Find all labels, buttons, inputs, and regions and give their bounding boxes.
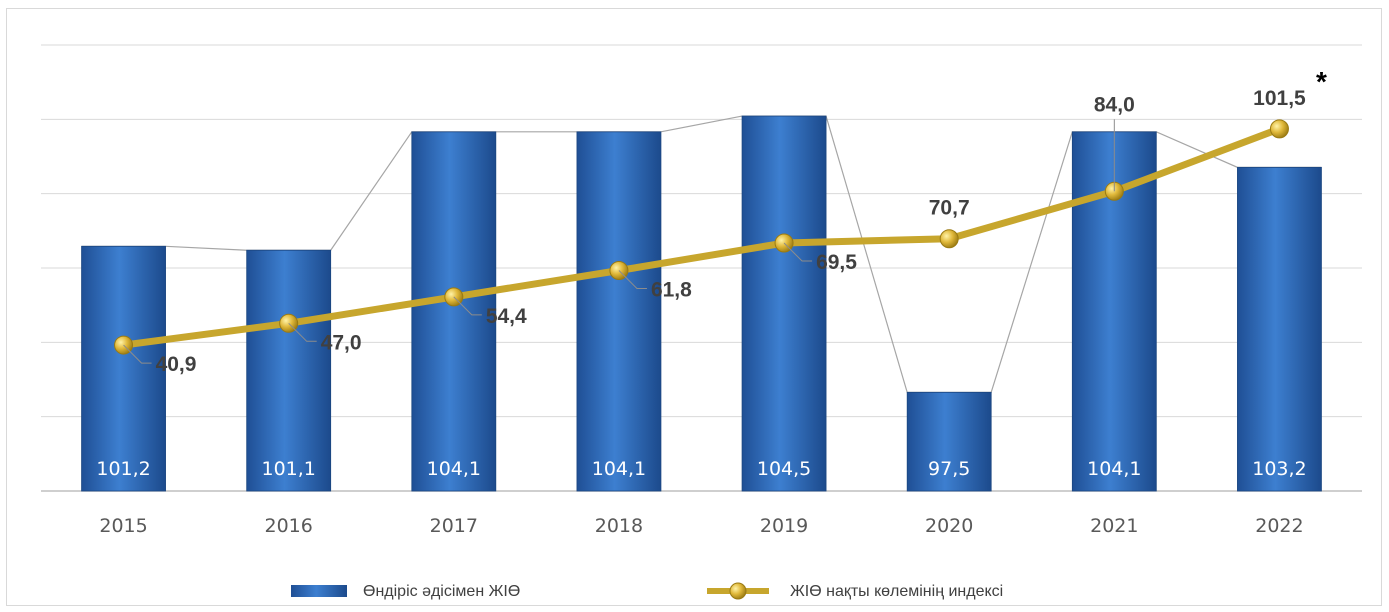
chart-frame: 101,2 101,1 104,1 104,1 104,5 97,5 104,1 103,2 … [6,8,1382,606]
legend-label-line: ЖІӨ нақты көлемінің индексі [790,583,1003,600]
index-line [123,125,1281,349]
x-tick-2017: 2017 [430,515,478,537]
gridlines [41,44,1362,492]
leader-line-2018 [618,270,647,289]
bar-label-2022: 103,2 [1252,458,1306,480]
legend-item-bars: Өндіріс әдісімен ЖІӨ [291,583,520,600]
line-marker-2022 [1269,119,1289,139]
line-label-2020: 70,7 [929,197,970,220]
line-marker-2020 [939,229,959,249]
bar-label-2020: 97,5 [928,458,970,480]
bar-2017 [411,131,497,492]
bar-2016 [246,249,332,492]
legend: Өндіріс әдісімен ЖІӨ ЖІӨ нақты көлемінің… [291,582,1003,600]
x-tick-2016: 2016 [265,515,313,537]
legend-label-bars: Өндіріс әдісімен ЖІӨ [363,583,520,600]
line-label-2021: 84,0 [1094,93,1135,116]
bar-2019 [741,115,827,492]
gdp-chart: 101,2 101,1 104,1 104,1 104,5 97,5 104,1 103,2 … [41,44,1362,600]
bar-label-2017: 104,1 [427,458,481,480]
bar-2022 [1237,166,1322,492]
line-series [114,119,1289,355]
bar-label-2019: 104,5 [757,458,811,480]
leader-line-2015 [123,344,152,364]
line-data-labels: 40,9 47,0 54,4 61,8 69,5 70,7 84,0 101,5 * [123,66,1327,376]
legend-item-line: ЖІӨ нақты көлемінің индексі [707,582,1003,600]
bar-label-2021: 104,1 [1087,458,1141,480]
bar-2020 [906,391,992,492]
x-tick-2018: 2018 [595,515,643,537]
line-label-2015: 40,9 [156,353,197,376]
legend-swatch-bars [291,585,347,597]
x-axis-tick-labels: 2015 2016 2017 2018 2019 2020 2021 2022 [99,515,1303,537]
annotation-asterisk: * [1316,66,1327,97]
x-tick-2019: 2019 [760,515,808,537]
x-tick-2015: 2015 [99,515,147,537]
bar-2018 [576,131,662,492]
line-label-2016: 47,0 [321,331,362,354]
line-label-2019: 69,5 [816,251,857,274]
line-label-2022: 101,5 [1253,87,1306,110]
leader-line-2019 [783,242,813,262]
bar-label-2015: 101,2 [96,458,150,480]
bar-data-labels: 101,2 101,1 104,1 104,1 104,5 97,5 104,1 103,2 [96,458,1306,480]
x-tick-2020: 2020 [925,515,973,537]
leader-line-2017 [453,296,482,316]
line-label-2018: 61,8 [651,278,692,301]
legend-swatch-marker [729,582,747,600]
line-label-2017: 54,4 [486,305,527,328]
bar-label-2016: 101,1 [261,458,315,480]
bar-series [81,115,1322,492]
bar-2015 [81,245,166,492]
x-tick-2021: 2021 [1090,515,1138,537]
bar-label-2018: 104,1 [592,458,646,480]
leader-line-2016 [288,322,317,342]
x-tick-2022: 2022 [1255,515,1303,537]
